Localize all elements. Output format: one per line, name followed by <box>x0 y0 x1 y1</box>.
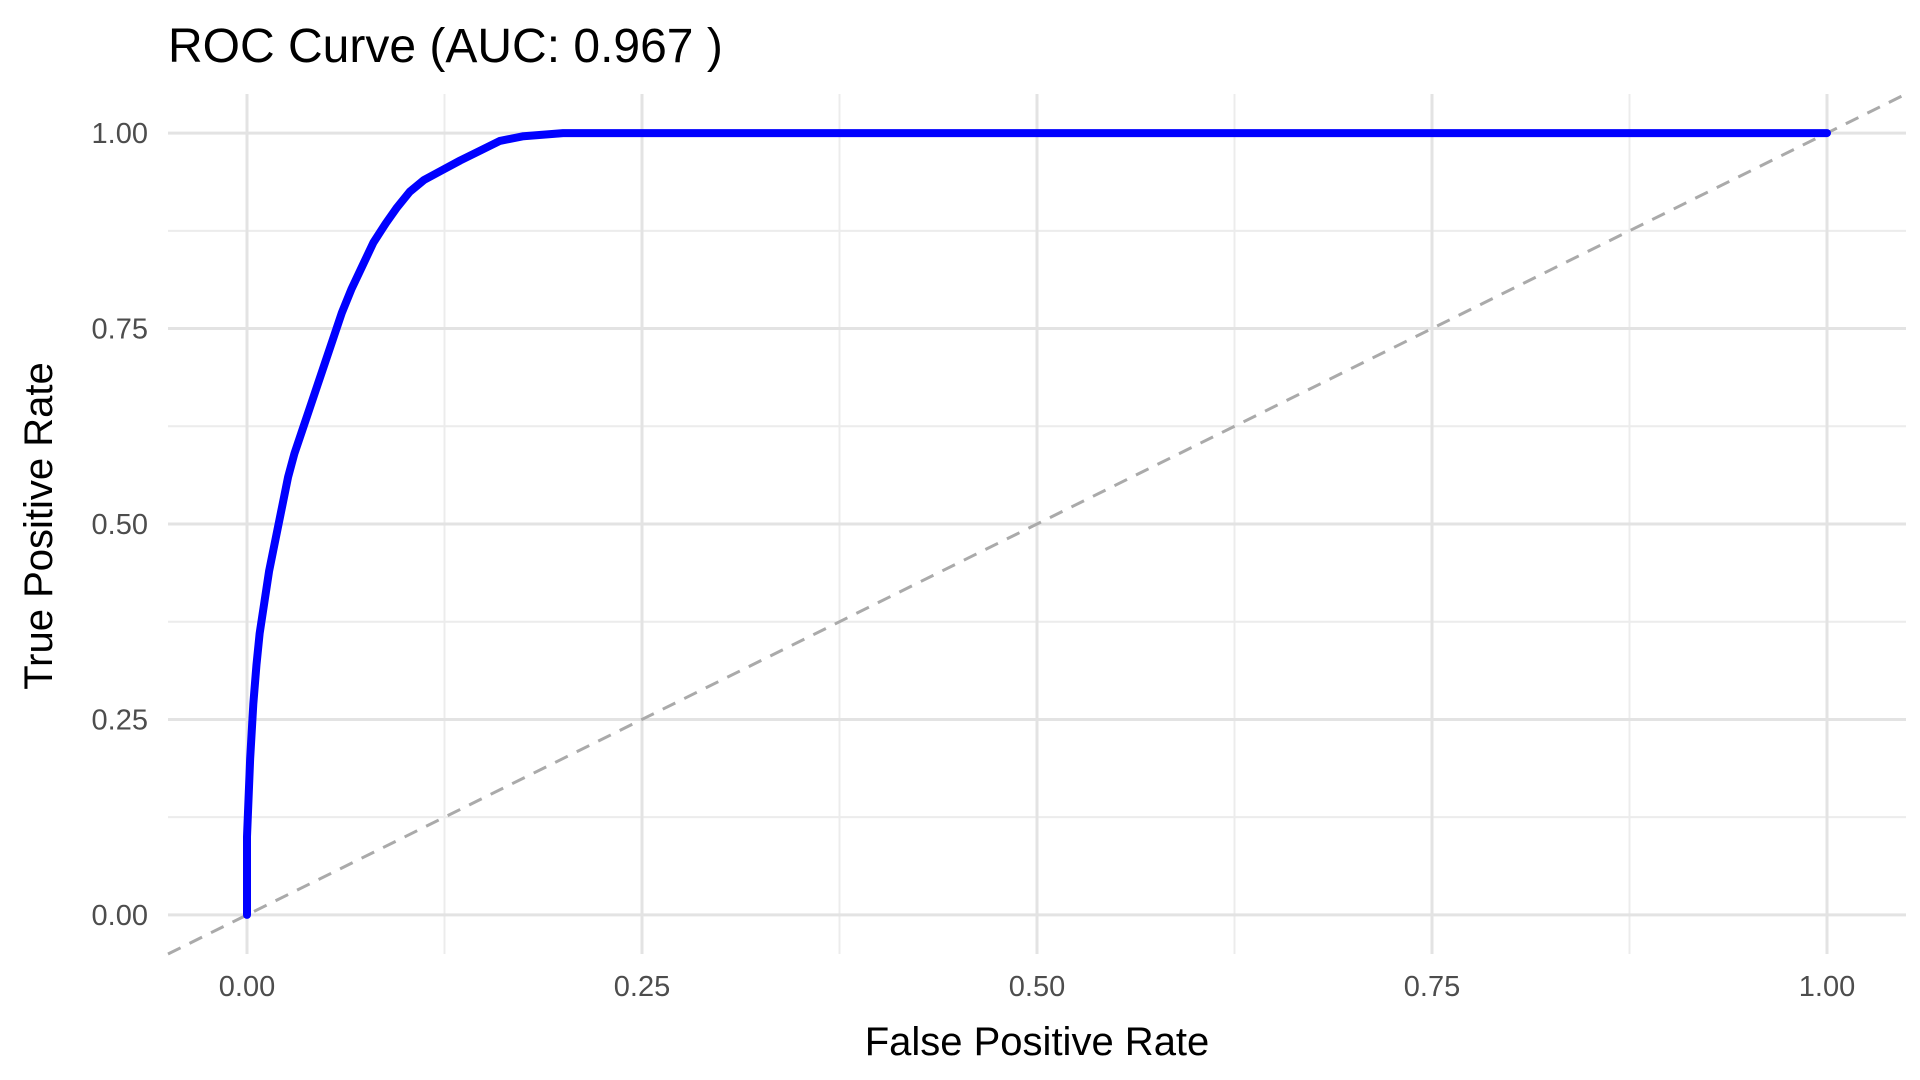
x-tick-label: 0.00 <box>219 971 275 1003</box>
y-tick-label: 0.00 <box>92 900 148 932</box>
x-tick-label: 0.75 <box>1404 971 1460 1003</box>
x-tick-label: 0.25 <box>614 971 670 1003</box>
y-axis-label: True Positive Rate <box>17 362 61 690</box>
y-tick-label: 0.75 <box>92 314 148 346</box>
y-tick-label: 0.50 <box>92 509 148 541</box>
x-axis-label: False Positive Rate <box>865 1020 1210 1064</box>
y-tick-label: 1.00 <box>92 118 148 150</box>
reference-diagonal-line <box>167 92 1907 956</box>
x-tick-label: 0.50 <box>1009 971 1065 1003</box>
x-tick-label: 1.00 <box>1799 971 1855 1003</box>
roc-curve-line <box>243 129 1831 919</box>
y-tick-label: 0.25 <box>92 704 148 736</box>
y-tick-labels: 0.00 0.25 0.50 0.75 1.00 <box>92 118 148 932</box>
x-tick-labels: 0.00 0.25 0.50 0.75 1.00 <box>219 971 1855 1003</box>
chart-title: ROC Curve (AUC: 0.967 ) <box>168 20 723 73</box>
